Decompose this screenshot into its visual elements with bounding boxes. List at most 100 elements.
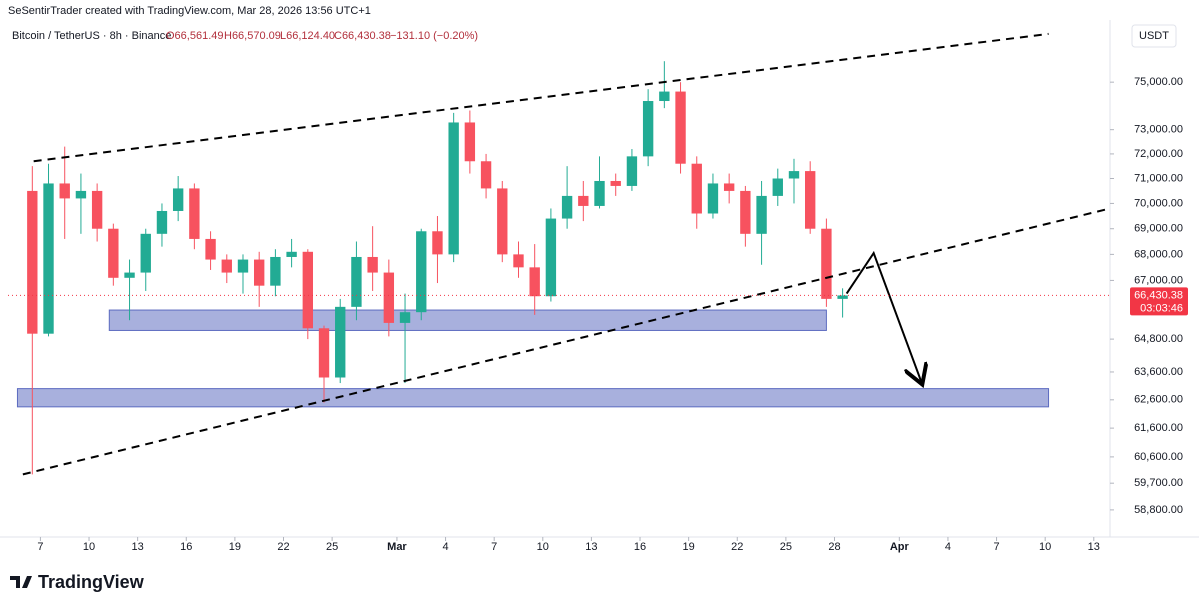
candle-body [43, 183, 54, 334]
x-tick-label: 16 [180, 541, 192, 553]
candle-body [561, 195, 573, 219]
x-tick-label: 22 [731, 541, 743, 553]
candle-body [383, 272, 395, 323]
credit: SeSentirTrader created with TradingView.… [8, 5, 371, 17]
candle-body [513, 254, 524, 268]
candle-body [286, 251, 297, 257]
x-tick-label: 4 [442, 541, 448, 553]
y-tick-label: 64,800.00 [1134, 333, 1183, 345]
candle-body [221, 259, 232, 273]
candle-body [124, 272, 135, 278]
candle-body [788, 171, 800, 179]
x-tick-label: 13 [1088, 541, 1100, 553]
ohlc-close: C66,430.38 [334, 30, 391, 42]
y-tick-label: 72,000.00 [1134, 148, 1183, 160]
x-tick-label: 28 [828, 541, 840, 553]
trend-line [33, 32, 1049, 163]
candle-body [626, 156, 638, 186]
y-tick-label: 58,800.00 [1134, 504, 1183, 516]
candle-body [302, 251, 313, 329]
candle-body [205, 238, 216, 260]
logo: TradingView [10, 572, 145, 592]
y-tick-label: 62,600.00 [1134, 394, 1183, 406]
candle-body [740, 190, 751, 234]
x-tick-label: 10 [83, 541, 95, 553]
x-tick-label: 13 [132, 541, 144, 553]
candle-body [691, 163, 702, 214]
last-price-label: 66,430.38 [1134, 289, 1183, 301]
candle-body [140, 233, 151, 273]
x-tick-label: 19 [229, 541, 241, 553]
x-tick-label: 10 [1039, 541, 1051, 553]
x-tick-label: 4 [945, 541, 951, 553]
candle-body [837, 295, 848, 299]
currency-box[interactable] [1131, 24, 1177, 48]
candle-body [805, 171, 816, 229]
candle-body [318, 328, 330, 378]
candle-body [448, 122, 459, 255]
candle-body [464, 122, 476, 162]
x-tick-label: 16 [634, 541, 646, 553]
currency[interactable]: USDT [1139, 30, 1169, 42]
candle-body [254, 259, 265, 286]
ohlc-low: L66,124.40 [280, 30, 335, 42]
candle-body [432, 231, 443, 255]
y-tick-label: 70,000.00 [1134, 197, 1183, 209]
candle-body [756, 195, 767, 234]
logo-icon [10, 576, 32, 588]
x-tick-label: 22 [277, 541, 289, 553]
x-tick-label: 25 [326, 541, 338, 553]
candle-body [480, 161, 492, 189]
logo-text: TradingView [38, 572, 145, 592]
candle-body [642, 101, 654, 157]
y-tick-label: 69,000.00 [1134, 223, 1183, 235]
candle-body [675, 91, 686, 164]
candle-body [821, 228, 832, 299]
candle-body [610, 180, 621, 186]
candle-body [367, 256, 378, 273]
x-tick-label: 7 [993, 541, 999, 553]
trend-line [22, 207, 1110, 476]
x-tick-label: 7 [37, 541, 43, 553]
y-tick-label: 67,000.00 [1134, 274, 1183, 286]
candle-body [189, 188, 200, 239]
candle-body [335, 306, 346, 378]
symbol: Bitcoin / TetherUS · 8h · Binance [12, 30, 171, 42]
last-price-box [1130, 287, 1188, 316]
candle-body [91, 190, 103, 229]
ohlc-high: H66,570.09 [224, 30, 281, 42]
candle-body [156, 210, 168, 234]
candle-body [529, 267, 540, 297]
y-tick-label: 73,000.00 [1134, 124, 1183, 136]
candle-body [723, 183, 735, 191]
support-zone [16, 388, 1050, 408]
plot [8, 32, 1110, 476]
candle-body [578, 195, 589, 206]
candle-body [172, 188, 184, 211]
y-tick-label: 75,000.00 [1134, 76, 1183, 88]
countdown: 03:03:46 [1140, 302, 1183, 314]
candle-body [399, 312, 411, 323]
y-tick-label: 71,000.00 [1134, 172, 1183, 184]
y-tick-label: 60,600.00 [1134, 451, 1183, 463]
x-tick-label: 13 [585, 541, 597, 553]
candle-body [659, 91, 670, 102]
candle-body [27, 190, 38, 334]
candle-body [545, 218, 557, 297]
candle-body [237, 259, 249, 273]
change: −131.10 (−0.20%) [390, 30, 478, 42]
support-zone [108, 309, 827, 331]
candle-body [351, 256, 362, 307]
candle-body [59, 183, 70, 199]
candle-body [75, 190, 87, 199]
x-tick-label: 19 [683, 541, 695, 553]
x-tick-label: Apr [890, 541, 910, 553]
candle-body [594, 180, 605, 206]
y-tick-label: 61,600.00 [1134, 422, 1183, 434]
candle-body [270, 256, 281, 286]
candle-body [416, 231, 427, 313]
y-tick-label: 59,700.00 [1134, 477, 1183, 489]
x-tick-label: 10 [537, 541, 549, 553]
